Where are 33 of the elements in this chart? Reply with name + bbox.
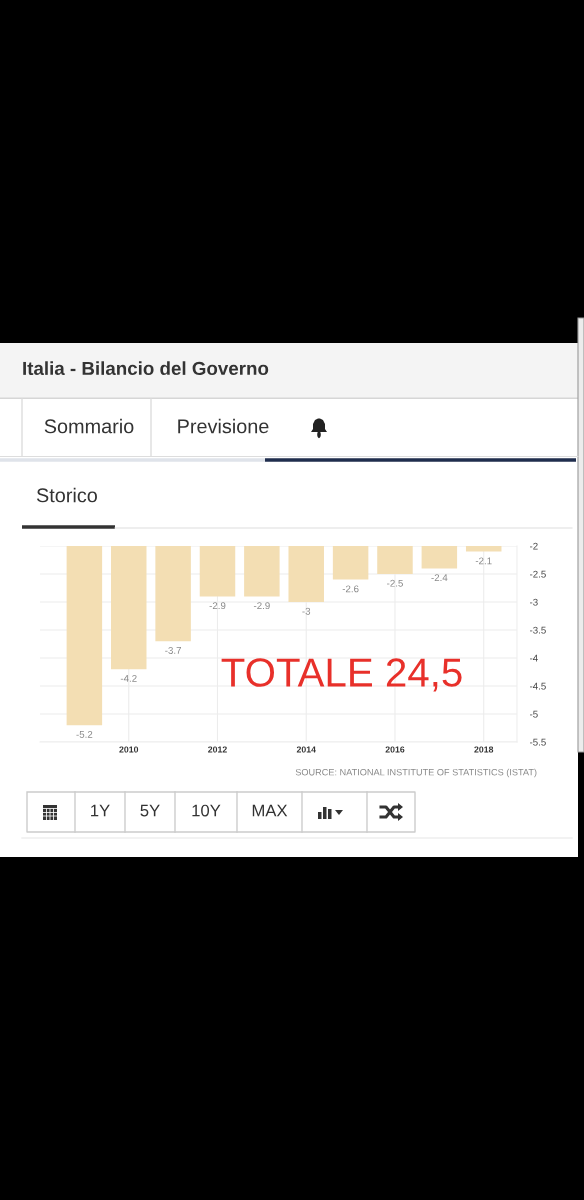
chart-subtitle: Storico bbox=[36, 487, 97, 503]
x-tick-label: 2012 bbox=[208, 746, 227, 753]
y-tick-label: -5.5 bbox=[529, 738, 546, 746]
annotation: TOTALE 24,5 bbox=[221, 658, 462, 692]
text: 5Y bbox=[140, 804, 160, 817]
data-label: -4.2 bbox=[120, 675, 137, 682]
y-tick-label: -2 bbox=[529, 542, 538, 550]
data-label: -2.6 bbox=[342, 585, 359, 593]
data-label: -2.5 bbox=[387, 579, 403, 587]
source-note: SOURCE: NATIONAL INSTITUTE OF STATISTICS (ISTAT) bbox=[295, 768, 537, 778]
y-tick-label: -3.5 bbox=[529, 626, 546, 634]
x-tick-label: 2010 bbox=[119, 746, 139, 753]
data-label: -2.1 bbox=[475, 557, 492, 565]
y-tick-label: -4 bbox=[529, 654, 538, 662]
data-label: -2.9 bbox=[253, 602, 270, 610]
data-label: -2.4 bbox=[431, 574, 448, 581]
data-label: -2.9 bbox=[209, 602, 226, 610]
text: MAX bbox=[252, 804, 288, 817]
data-label: -3.7 bbox=[165, 647, 182, 654]
y-tick-label: -3 bbox=[529, 598, 538, 606]
x-tick-label: 2018 bbox=[474, 746, 494, 753]
text: Previsione bbox=[178, 418, 269, 434]
text: 1Y bbox=[91, 804, 110, 817]
y-tick-label: -5 bbox=[529, 710, 538, 718]
text: Sommario bbox=[44, 418, 134, 434]
data-label: -5.2 bbox=[76, 731, 93, 738]
data-label: -3 bbox=[302, 607, 311, 615]
text: 10Y bbox=[192, 804, 221, 817]
chart-title: Italia - Bilancio del Governo bbox=[23, 361, 269, 376]
y-tick-label: -2.5 bbox=[529, 570, 546, 578]
y-tick-label: -4.5 bbox=[529, 682, 546, 690]
x-tick-label: 2016 bbox=[385, 746, 405, 753]
x-tick-label: 2014 bbox=[296, 746, 316, 753]
